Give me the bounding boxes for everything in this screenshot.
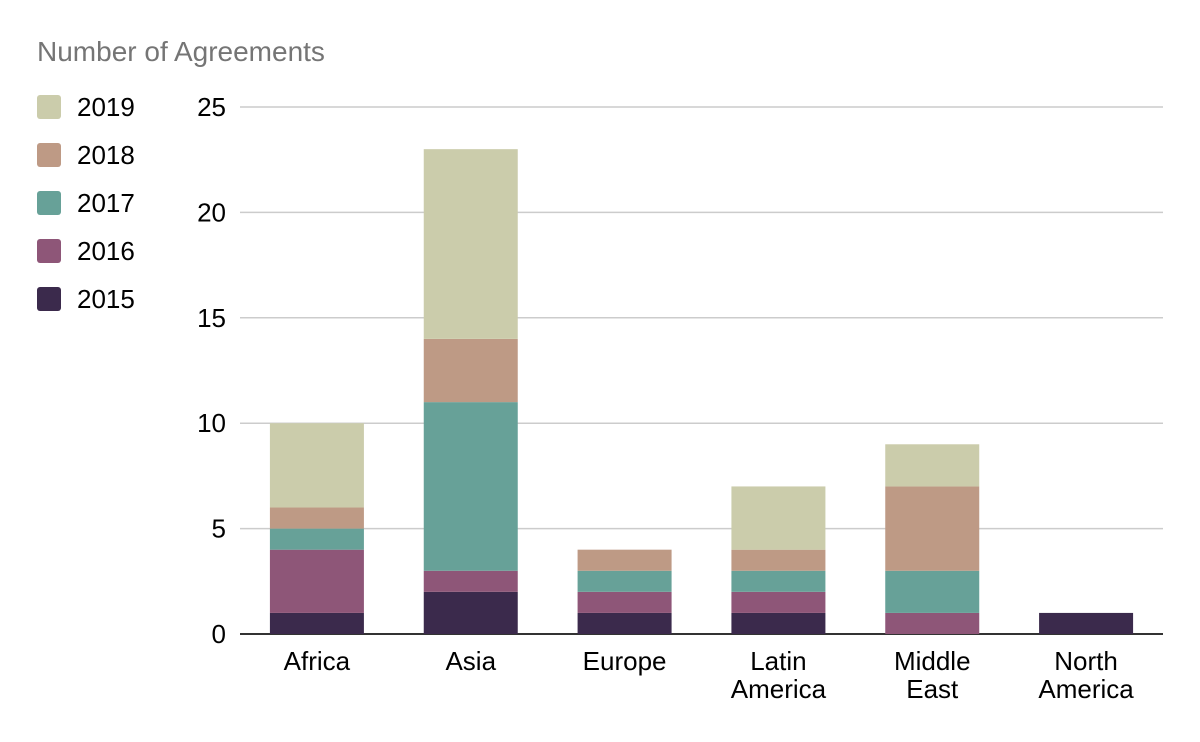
x-category-label: North America — [1038, 646, 1134, 704]
legend-label-2015: 2015 — [77, 284, 135, 314]
bar-asia-2018 — [423, 338, 518, 403]
y-tick-label: 10 — [197, 408, 226, 438]
bar-asia-2015 — [423, 591, 518, 634]
legend-label-2018: 2018 — [77, 140, 135, 170]
bar-middle-east-2016 — [885, 612, 980, 634]
x-axis-labels: Africa Asia Europe Latin America Middle East No… — [284, 646, 1135, 704]
bar-latin-america-2018 — [731, 549, 826, 571]
bar-asia-2019 — [423, 149, 518, 339]
bar-africa-2017 — [269, 528, 364, 550]
legend-label-2017: 2017 — [77, 188, 135, 218]
legend: 2019 2018 2017 2016 2015 — [37, 92, 135, 314]
bar-africa-2016 — [269, 549, 364, 613]
x-category-label: Asia — [445, 646, 496, 676]
bar-north-america-2015 — [1039, 612, 1134, 634]
legend-swatch-2019 — [37, 95, 61, 119]
x-category-label: Africa — [284, 646, 351, 676]
bar-africa-2018 — [269, 507, 364, 529]
y-tick-label: 0 — [212, 619, 226, 649]
y-tick-label: 5 — [212, 514, 226, 544]
bars — [269, 149, 1134, 634]
bar-asia-2016 — [423, 570, 518, 592]
bar-europe-2018 — [577, 549, 672, 571]
x-category-label: Europe — [583, 646, 667, 676]
legend-swatch-2017 — [37, 191, 61, 215]
legend-swatch-2018 — [37, 143, 61, 167]
bar-middle-east-2017 — [885, 570, 980, 613]
bar-latin-america-2019 — [731, 486, 826, 550]
legend-label-2019: 2019 — [77, 92, 135, 122]
bar-middle-east-2019 — [885, 444, 980, 487]
bar-asia-2017 — [423, 402, 518, 571]
bar-middle-east-2018 — [885, 486, 980, 571]
bar-latin-america-2015 — [731, 612, 826, 634]
bar-europe-2015 — [577, 612, 672, 634]
bar-latin-america-2016 — [731, 591, 826, 613]
legend-swatch-2015 — [37, 287, 61, 311]
bar-africa-2019 — [269, 423, 364, 508]
y-axis-ticks: 0 5 10 15 20 25 — [197, 92, 226, 649]
bar-europe-2016 — [577, 591, 672, 613]
gridlines — [240, 106, 1163, 635]
bar-europe-2017 — [577, 570, 672, 592]
bar-latin-america-2017 — [731, 570, 826, 592]
y-tick-label: 25 — [197, 92, 226, 122]
x-category-label: Latin America — [731, 646, 827, 704]
y-tick-label: 20 — [197, 197, 226, 227]
y-tick-label: 15 — [197, 303, 226, 333]
x-category-label: Middle East — [894, 646, 971, 704]
legend-label-2016: 2016 — [77, 236, 135, 266]
bar-africa-2015 — [269, 612, 364, 634]
chart-title: Number of Agreements — [37, 36, 325, 67]
legend-swatch-2016 — [37, 239, 61, 263]
